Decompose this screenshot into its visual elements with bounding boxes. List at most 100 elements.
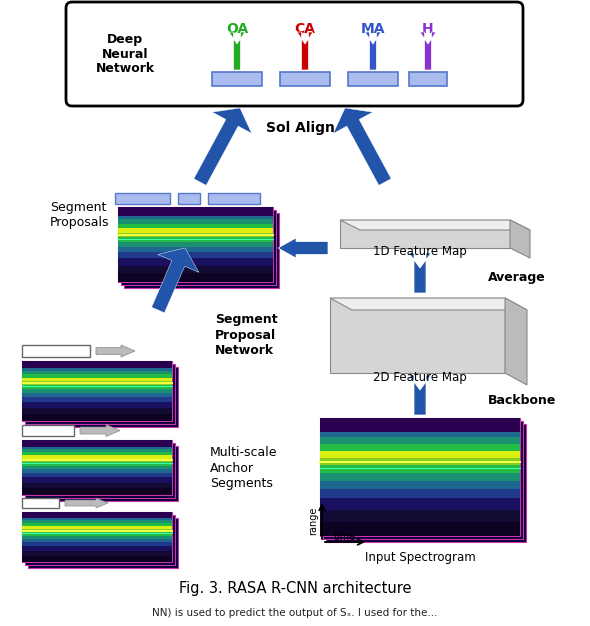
Polygon shape bbox=[420, 32, 436, 70]
Bar bbox=[22, 408, 172, 414]
Bar bbox=[22, 361, 172, 368]
Bar bbox=[22, 483, 172, 488]
Polygon shape bbox=[505, 298, 527, 385]
Bar bbox=[22, 529, 172, 532]
Bar bbox=[22, 556, 172, 562]
Polygon shape bbox=[333, 108, 391, 185]
Bar bbox=[22, 498, 59, 508]
Bar bbox=[22, 466, 172, 469]
Bar bbox=[118, 265, 273, 273]
Bar bbox=[330, 298, 505, 373]
Text: time: time bbox=[334, 532, 356, 542]
Text: CA: CA bbox=[294, 22, 316, 36]
Bar bbox=[22, 532, 172, 535]
Bar bbox=[320, 465, 520, 473]
Polygon shape bbox=[278, 238, 328, 258]
Bar bbox=[118, 228, 273, 232]
Bar bbox=[118, 207, 273, 211]
Text: 2D Feature Map: 2D Feature Map bbox=[373, 371, 467, 384]
Bar bbox=[124, 213, 279, 288]
Bar bbox=[22, 371, 172, 374]
Bar bbox=[320, 451, 520, 458]
Bar bbox=[118, 273, 273, 282]
Bar bbox=[22, 520, 172, 523]
Bar bbox=[22, 361, 172, 364]
Bar bbox=[118, 207, 273, 216]
Bar bbox=[22, 374, 172, 378]
Text: Sol Align: Sol Align bbox=[266, 121, 335, 135]
Bar bbox=[22, 538, 172, 542]
Bar bbox=[320, 473, 520, 481]
Bar bbox=[118, 247, 273, 252]
Text: NN) is used to predict the output of Sₓ. I used for the...: NN) is used to predict the output of Sₓ.… bbox=[152, 608, 438, 618]
Polygon shape bbox=[340, 220, 530, 230]
Bar bbox=[25, 364, 175, 424]
Bar bbox=[22, 512, 172, 515]
Bar bbox=[22, 381, 172, 385]
Bar bbox=[118, 237, 273, 242]
Bar bbox=[22, 425, 74, 436]
Bar bbox=[22, 473, 172, 478]
Bar bbox=[22, 512, 172, 562]
Bar bbox=[118, 252, 273, 258]
Bar bbox=[22, 361, 172, 421]
Bar bbox=[28, 518, 178, 568]
Bar bbox=[22, 446, 172, 449]
Polygon shape bbox=[65, 498, 108, 508]
Bar bbox=[320, 424, 520, 430]
Bar bbox=[22, 414, 172, 421]
Text: Segment
Proposals: Segment Proposals bbox=[50, 201, 110, 229]
Bar bbox=[320, 522, 520, 536]
Bar bbox=[118, 258, 273, 265]
Bar bbox=[22, 393, 172, 397]
Bar bbox=[118, 223, 273, 228]
Bar bbox=[22, 443, 172, 446]
Bar bbox=[22, 515, 172, 517]
Bar bbox=[348, 72, 398, 86]
Bar bbox=[22, 389, 172, 393]
Bar bbox=[22, 512, 172, 518]
Bar bbox=[22, 526, 172, 529]
Bar bbox=[326, 424, 526, 542]
Polygon shape bbox=[330, 298, 527, 310]
Bar bbox=[22, 397, 172, 402]
Text: Segment
Proposal
Network: Segment Proposal Network bbox=[215, 314, 278, 356]
Bar bbox=[22, 523, 172, 526]
Bar bbox=[320, 430, 520, 437]
Bar bbox=[320, 458, 520, 465]
Bar bbox=[178, 193, 200, 204]
Bar bbox=[22, 459, 172, 462]
Polygon shape bbox=[96, 345, 135, 357]
Bar bbox=[22, 469, 172, 473]
Bar bbox=[22, 364, 172, 367]
Bar bbox=[208, 193, 260, 204]
Bar bbox=[320, 444, 520, 451]
Bar bbox=[22, 385, 172, 389]
Bar bbox=[320, 437, 520, 444]
Bar bbox=[320, 418, 520, 432]
Text: Fig. 3. RASA R-CNN architecture: Fig. 3. RASA R-CNN architecture bbox=[179, 580, 411, 595]
Bar bbox=[320, 489, 520, 498]
Bar bbox=[320, 498, 520, 510]
Bar bbox=[22, 517, 172, 520]
Bar bbox=[22, 367, 172, 371]
Text: Deep
Neural
Network: Deep Neural Network bbox=[96, 33, 155, 76]
Bar bbox=[121, 210, 276, 285]
Bar bbox=[118, 215, 273, 219]
Polygon shape bbox=[152, 248, 199, 313]
Polygon shape bbox=[365, 32, 381, 70]
Bar bbox=[409, 72, 447, 86]
Bar bbox=[28, 367, 178, 427]
Text: MA: MA bbox=[360, 22, 385, 36]
Bar bbox=[323, 421, 523, 539]
FancyBboxPatch shape bbox=[66, 2, 523, 106]
Polygon shape bbox=[229, 32, 245, 70]
Text: range: range bbox=[308, 507, 318, 535]
Bar bbox=[22, 440, 172, 446]
Bar bbox=[22, 546, 172, 551]
Bar bbox=[118, 219, 273, 223]
Polygon shape bbox=[297, 32, 313, 70]
Bar bbox=[22, 378, 172, 381]
Text: Average: Average bbox=[488, 272, 546, 284]
Bar bbox=[28, 446, 178, 501]
